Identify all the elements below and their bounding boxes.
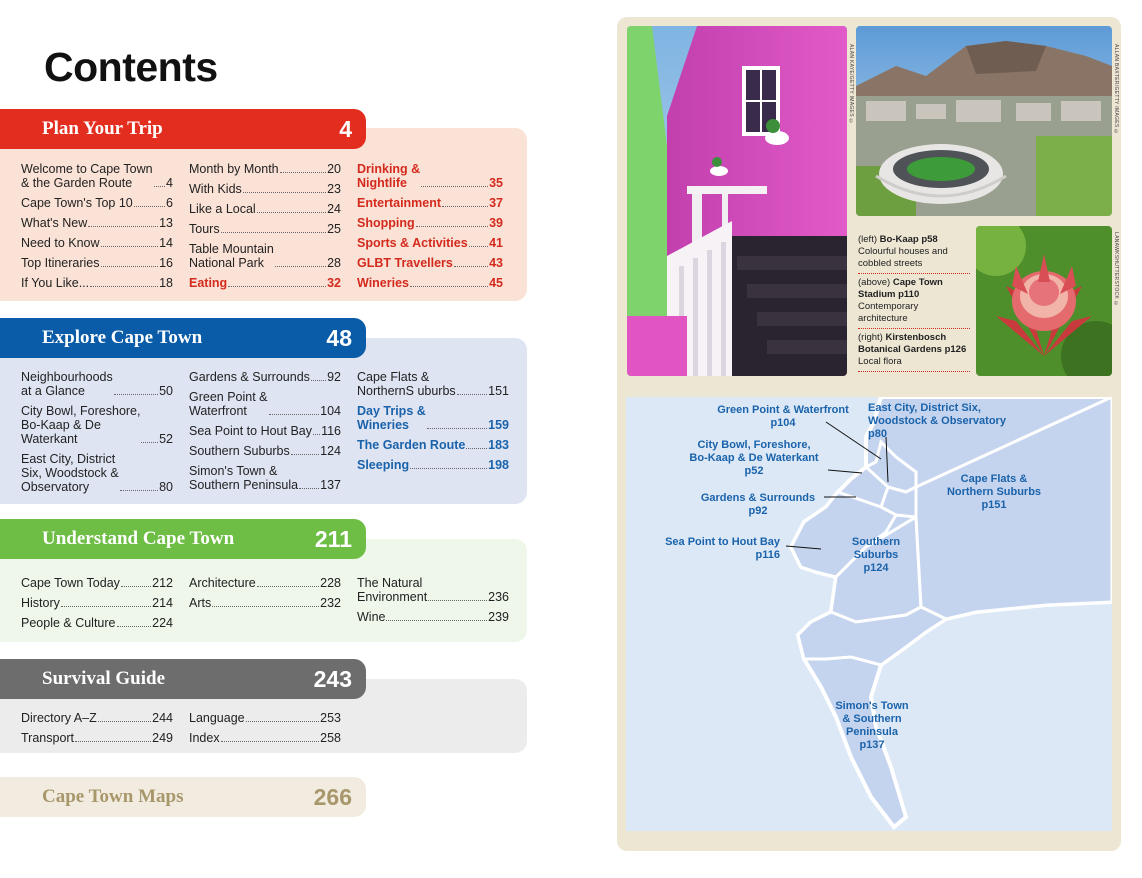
toc-entry[interactable]: Top Itineraries 16 (21, 256, 173, 270)
map-label-city-bowl[interactable]: City Bowl, Foreshore, Bo-Kaap & De Water… (689, 439, 819, 477)
map-label-cape-flats[interactable]: Cape Flats & Northern Suburbs p151 (946, 473, 1042, 511)
protea-photo (976, 226, 1112, 376)
map-label-simons-town[interactable]: Simon's Town & Southern Peninsula p137 (835, 700, 909, 751)
toc-entry[interactable]: Welcome to Cape Town & the Garden Route 4 (21, 162, 173, 190)
toc-entry[interactable]: With Kids 23 (189, 182, 341, 196)
toc-entry[interactable]: Like a Local 24 (189, 202, 341, 216)
toc-entry[interactable]: Table Mountain National Park 28 (189, 242, 341, 270)
toc-entry[interactable]: East City, District Six, Woodstock & Obs… (21, 452, 173, 494)
toc-entry[interactable]: The Garden Route 183 (357, 438, 509, 452)
toc-column: Cape Flats & NorthernS uburbs 151 Day Tri… (357, 370, 509, 478)
toc-entry[interactable]: GLBT Travellers 43 (357, 256, 503, 270)
caption-kirstenbosch: (right) Kirstenbosch Botanical Gardens p… (858, 332, 967, 367)
toc-entry[interactable]: Directory A–Z 244 (21, 711, 173, 725)
toc-entry[interactable]: Neighbourhoods at a Glance 50 (21, 370, 173, 398)
toc-entry[interactable]: People & Culture 224 (21, 616, 173, 630)
map-label-gardens[interactable]: Gardens & Surrounds p92 (700, 492, 816, 517)
section-title: Understand Cape Town (42, 528, 235, 549)
toc-entry[interactable]: Architecture 228 (189, 576, 341, 590)
toc-entry[interactable]: Shopping 39 (357, 216, 503, 230)
toc-entry[interactable]: Wineries 45 (357, 276, 503, 290)
section-title: Explore Cape Town (42, 327, 203, 348)
section-title: Survival Guide (42, 668, 165, 689)
map-label-sea-point[interactable]: Sea Point to Hout Bay p116 (665, 536, 780, 561)
toc-entry[interactable]: Day Trips & Wineries 159 (357, 404, 509, 432)
section-band-maps[interactable]: Cape Town Maps 266 (0, 777, 366, 817)
page-title: Contents (44, 44, 218, 90)
toc-entry[interactable]: Eating 32 (189, 276, 341, 290)
photo-credit: ALLAN BAXTER/GETTY IMAGES © (1113, 44, 1119, 136)
section-page: 211 (314, 525, 352, 552)
toc-entry[interactable]: Month by Month 20 (189, 162, 341, 176)
section-band-survival[interactable]: Survival Guide 243 (0, 659, 366, 699)
section-band-explore[interactable]: Explore Cape Town 48 (0, 318, 366, 358)
map-label-east-city[interactable]: East City, District Six, Woodstock & Obs… (868, 402, 1006, 440)
toc-entry[interactable]: The Natural Environment 236 (357, 576, 509, 604)
toc-column: Directory A–Z 244 Transport 249 (21, 711, 173, 751)
caption-divider (858, 371, 970, 372)
toc-entry[interactable]: Sports & Activities 41 (357, 236, 503, 250)
map-label-green-point[interactable]: Green Point & Waterfront p104 (717, 404, 849, 429)
toc-entry[interactable]: Drinking & Nightlife 35 (357, 162, 503, 190)
toc-entry[interactable]: Sleeping 198 (357, 458, 509, 472)
toc-entry[interactable]: Southern Suburbs 124 (189, 444, 341, 458)
map-label-southern-suburbs[interactable]: Southern Suburbs p124 (851, 536, 901, 574)
bo-kaap-photo (627, 26, 847, 376)
section-page: 266 (313, 783, 352, 810)
section-band-plan[interactable]: Plan Your Trip 4 (0, 109, 366, 149)
section-band-understand[interactable]: Understand Cape Town 211 (0, 519, 366, 559)
toc-entry[interactable]: History 214 (21, 596, 173, 610)
caption-stadium: (above) Cape Town Stadium p110 Contem­por… (858, 277, 943, 324)
section-page: 4 (339, 115, 352, 142)
toc-entry[interactable]: What's New 13 (21, 216, 173, 230)
toc-entry[interactable]: Simon's Town & Southern Peninsula 137 (189, 464, 341, 492)
toc-entry[interactable]: Language 253 (189, 711, 341, 725)
cape-town-overview-map[interactable] (626, 397, 1112, 831)
stadium-photo (856, 26, 1112, 216)
toc-entry[interactable]: Wine 239 (357, 610, 509, 624)
toc-column: The Natural Environment 236 Wine 239 (357, 576, 509, 630)
toc-column: Cape Town Today 212 History 214 People & C… (21, 576, 173, 636)
toc-entry[interactable]: City Bowl, Foreshore, Bo-Kaap & De Water… (21, 404, 173, 446)
toc-entry[interactable]: Cape Town Today 212 (21, 576, 173, 590)
toc-column: Architecture 228 Arts 232 (189, 576, 341, 616)
toc-entry[interactable]: Tours 25 (189, 222, 341, 236)
toc-entry[interactable]: Cape Town's Top 10 6 (21, 196, 173, 210)
section-page: 243 (313, 665, 352, 692)
toc-entry[interactable]: Gardens & Surrounds 92 (189, 370, 341, 384)
toc-entry[interactable]: Entertainment 37 (357, 196, 503, 210)
toc-entry[interactable]: Need to Know 14 (21, 236, 173, 250)
toc-column: Language 253 Index 258 (189, 711, 341, 751)
toc-column: Month by Month 20 With Kids 23 Like a Loca… (189, 162, 341, 296)
toc-entry[interactable]: Sea Point to Hout Bay 116 (189, 424, 341, 438)
toc-entry[interactable]: Green Point & Waterfront 104 (189, 390, 341, 418)
toc-entry[interactable]: Arts 232 (189, 596, 341, 610)
section-title: Cape Town Maps (42, 786, 184, 807)
caption-divider (858, 273, 970, 274)
explore-panel (0, 338, 527, 504)
caption-bokaap: (left) Bo-Kaap p58 Colourful houses and c… (858, 234, 948, 269)
toc-entry[interactable]: If You Like... 18 (21, 276, 173, 290)
plan-panel (0, 128, 527, 301)
section-title: Plan Your Trip (42, 118, 163, 139)
photo-credit: ALAN KAYE/GETTY IMAGES © (848, 44, 854, 125)
section-page: 48 (326, 324, 352, 351)
toc-entry[interactable]: Cape Flats & NorthernS uburbs 151 (357, 370, 509, 398)
toc-column: Gardens & Surrounds 92 Green Point & Wate… (189, 370, 341, 498)
toc-column: Drinking & Nightlife 35 Entertainment 37 S… (357, 162, 503, 296)
toc-entry[interactable]: Transport 249 (21, 731, 173, 745)
toc-column: Welcome to Cape Town & the Garden Route 4… (21, 162, 173, 296)
captions: (left) Bo-Kaap p58 Colourful houses and c… (858, 234, 970, 375)
photo-credit: LANAWKSHUTTERSTOCK © (1113, 232, 1119, 308)
toc-column: Neighbourhoods at a Glance 50 City Bowl, … (21, 370, 173, 500)
caption-divider (858, 328, 970, 329)
toc-entry[interactable]: Index 258 (189, 731, 341, 745)
